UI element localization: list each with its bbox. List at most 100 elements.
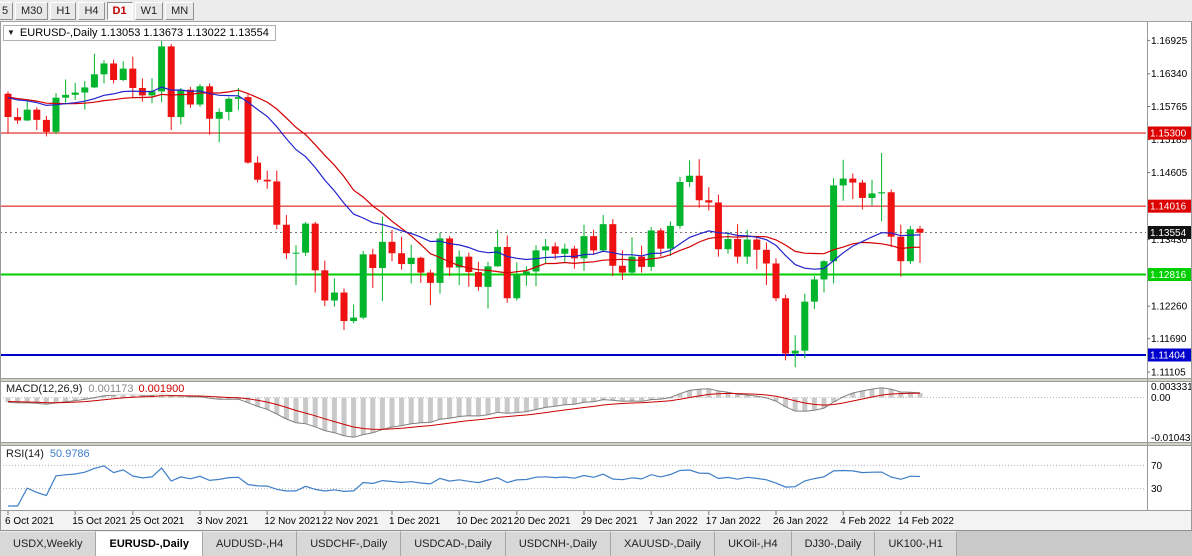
chart-tab-uk100-h1[interactable]: UK100-,H1 — [875, 531, 957, 556]
candle-body — [830, 185, 838, 262]
macd-histogram-bar — [101, 395, 107, 398]
panel-splitter[interactable] — [0, 442, 1192, 446]
candle-body — [215, 111, 223, 119]
level-price-badge-1.15300 — [1148, 126, 1191, 140]
date-axis-label: 10 Dec 2021 — [456, 516, 513, 527]
chart-tab-audusd-h4[interactable]: AUDUSD-,H4 — [202, 531, 298, 556]
macd-histogram-bar — [389, 397, 395, 428]
candle-body — [743, 239, 751, 257]
chart-tab-ukoil-h4[interactable]: UKOil-,H4 — [715, 531, 792, 556]
macd-axis-label: -0.010435 — [1151, 433, 1192, 444]
panel-splitter[interactable] — [0, 378, 1192, 382]
candle-body — [906, 229, 914, 262]
date-axis-label: 6 Oct 2021 — [5, 516, 54, 527]
timeframe-button-m30[interactable]: M30 — [15, 1, 49, 20]
candle-body — [762, 249, 770, 264]
candle-body — [561, 248, 569, 254]
chart-tab-eurusd-daily[interactable]: EURUSD-,Daily — [96, 531, 203, 556]
candle-body — [81, 87, 89, 93]
chart-tab-xauusd-daily[interactable]: XAUUSD-,Daily — [611, 531, 716, 556]
candle-body — [282, 224, 290, 254]
macd-panel — [0, 387, 1146, 438]
candle-body — [311, 223, 319, 271]
candle-body — [71, 92, 79, 95]
candle-body — [551, 246, 559, 254]
rsi-indicator-label: RSI(14) 50.9786 — [6, 448, 90, 460]
timeframe-button-mn[interactable]: MN — [165, 1, 195, 20]
macd-histogram-bar — [879, 387, 885, 398]
svg-text:1.14016: 1.14016 — [1150, 202, 1187, 213]
macd-histogram-bar — [898, 391, 904, 398]
price-axis-tick: 1.15765 — [1151, 102, 1188, 113]
date-axis-label: 26 Jan 2022 — [773, 516, 828, 527]
candle-body — [676, 182, 684, 226]
chart-tab-usdchf-daily[interactable]: USDCHF-,Daily — [297, 531, 402, 556]
candle-body — [177, 89, 185, 118]
macd-histogram-bar — [264, 397, 270, 410]
timeframe-button-5[interactable]: 5 — [0, 1, 13, 20]
candle-body — [359, 254, 367, 318]
macd-histogram-bar — [629, 397, 635, 402]
candle-body — [350, 317, 358, 322]
macd-histogram-bar — [523, 397, 529, 412]
price-axis-tick: 1.13430 — [1151, 235, 1188, 246]
macd-histogram-bar — [5, 397, 11, 403]
candle-body — [100, 63, 108, 75]
macd-histogram-bar — [533, 397, 539, 410]
candle-body — [657, 230, 665, 249]
chart-tab-usdcad-daily[interactable]: USDCAD-,Daily — [401, 531, 506, 556]
macd-histogram-bar — [639, 397, 645, 402]
candle-body — [791, 350, 799, 354]
panel-separators — [0, 378, 1192, 446]
macd-histogram-bar — [725, 392, 731, 398]
macd-histogram-bar — [399, 397, 405, 426]
chart-tab-usdx-weekly[interactable]: USDX,Weekly — [0, 531, 97, 556]
date-axis-label: 14 Feb 2022 — [898, 516, 955, 527]
macd-histogram-bar — [696, 389, 702, 398]
macd-histogram-bar — [773, 397, 779, 402]
candle-body — [436, 238, 444, 283]
candle-body — [839, 178, 847, 186]
price-axis[interactable]: 1.16925 1.16340 1.15765 1.15185 1.14605 1.134… — [1147, 22, 1192, 510]
macd-histogram-bar — [111, 395, 117, 398]
macd-histogram-bar — [245, 397, 251, 403]
timeframe-button-d1[interactable]: D1 — [106, 1, 133, 20]
date-axis-label: 20 Dec 2021 — [514, 516, 571, 527]
price-axis-tick: 1.16340 — [1151, 69, 1188, 80]
moving-averages — [7, 86, 921, 274]
candle-body — [14, 117, 22, 121]
chart-tab-usdcnh-daily[interactable]: USDCNH-,Daily — [505, 531, 612, 556]
candle-body — [494, 246, 502, 267]
candle-body — [638, 256, 646, 267]
level-price-badge-1.14016 — [1148, 199, 1191, 213]
level-price-badge-1.11404 — [1148, 348, 1191, 362]
price-chart-canvas[interactable]: 6 Oct 2021 15 Oct 2021 25 Oct 2021 3 Nov 20… — [0, 22, 1192, 530]
macd-histogram-bar — [274, 397, 280, 414]
symbol-dropdown-icon[interactable]: ▼ — [7, 28, 15, 37]
chart-tab-dj30-daily[interactable]: DJ30-,Daily — [791, 531, 876, 556]
timeframe-button-h1[interactable]: H1 — [50, 1, 77, 20]
macd-axis-label: 0.00 — [1151, 393, 1171, 404]
macd-histogram-bar — [802, 397, 808, 412]
candle-body — [772, 263, 780, 299]
candle-body — [801, 301, 809, 351]
macd-histogram-bar — [811, 397, 817, 411]
macd-histogram-bar — [648, 397, 654, 400]
date-axis-label: 22 Nov 2021 — [322, 516, 379, 527]
candle-body — [887, 192, 895, 237]
macd-histogram-bar — [187, 396, 193, 398]
rsi-axis-label: 30 — [1151, 484, 1163, 495]
candle-body — [417, 257, 425, 273]
macd-histogram-bar — [24, 397, 30, 403]
macd-histogram-bar — [831, 397, 837, 403]
macd-histogram-bar — [475, 397, 481, 416]
timeframe-button-w1[interactable]: W1 — [134, 1, 164, 20]
macd-histogram-bar — [821, 397, 827, 409]
macd-histogram-bar — [82, 397, 88, 400]
timeframe-toolbar: 5 M30 H1 H4 D1 W1 MN — [0, 0, 1192, 22]
macd-histogram-bar — [888, 389, 894, 398]
price-axis-tick: 1.14605 — [1151, 168, 1188, 179]
rsi-value: 50.9786 — [49, 448, 90, 460]
timeframe-button-h4[interactable]: H4 — [78, 1, 105, 20]
macd-histogram-bar — [543, 397, 549, 408]
